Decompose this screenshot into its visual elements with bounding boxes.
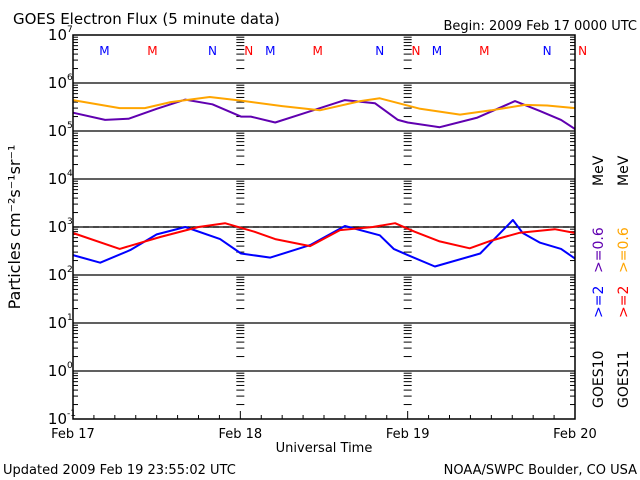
y-tick-exponent: 4 — [67, 169, 73, 179]
y-tick-label: 10 — [48, 266, 67, 284]
y-tick-label: 10 — [48, 26, 67, 44]
legend: GOES10 >=2 >=0.6 MeV GOES11 >=2 >=0.6 Me… — [591, 155, 632, 408]
y-tick-label: 10 — [48, 314, 67, 332]
y-tick-label: 10 — [48, 74, 67, 92]
series-line — [72, 222, 576, 250]
legend-goes10-ge06: >=0.6 — [591, 227, 607, 273]
mlt-marker: N — [578, 44, 587, 58]
legend-sat1: GOES10 — [591, 351, 607, 408]
begin-label: Begin: 2009 Feb 17 0000 UTC — [443, 19, 637, 34]
x-tick-label: Feb 20 — [553, 427, 597, 442]
legend-goes11-ge06: >=0.6 — [616, 227, 632, 273]
y-tick-exponent: 1 — [67, 313, 73, 323]
series-line — [72, 219, 576, 268]
x-tick-label: Feb 19 — [386, 427, 430, 442]
x-tick-labels: Feb 17 Feb 18 Feb 19 Feb 20 — [51, 427, 597, 442]
x-tick-label: Feb 17 — [51, 427, 95, 442]
legend-sat2: GOES11 — [616, 351, 632, 408]
y-axis-label: Particles cm⁻²s⁻¹sr⁻¹ — [5, 145, 24, 310]
mlt-marker: M — [432, 44, 442, 58]
grid — [73, 82, 575, 372]
y-tick-exponent: -1 — [67, 409, 76, 419]
y-tick-label: 10 — [48, 362, 67, 380]
y-tick-label: 10 — [48, 410, 67, 428]
x-tick-label: Feb 18 — [218, 427, 262, 442]
legend-goes11-ge2: >=2 — [616, 286, 632, 318]
y-tick-exponent: 5 — [67, 121, 73, 131]
series-line — [72, 98, 576, 130]
mlt-marker: M — [147, 44, 157, 58]
mlt-marker: M — [479, 44, 489, 58]
series-group — [72, 96, 576, 268]
y-tick-exponent: 3 — [67, 217, 73, 227]
y-tick-label: 10 — [48, 218, 67, 236]
y-tick-exponent: 7 — [67, 25, 73, 35]
legend-unit-1: MeV — [591, 155, 607, 186]
footer-updated: Updated 2009 Feb 19 23:55:02 UTC — [3, 463, 236, 478]
mlt-marker: N — [244, 44, 253, 58]
y-tick-exponent: 6 — [67, 73, 73, 83]
chart-title: GOES Electron Flux (5 minute data) — [13, 10, 280, 28]
y-tick-label: 10 — [48, 122, 67, 140]
mlt-marker: M — [265, 44, 275, 58]
series-line — [72, 96, 576, 116]
x-axis-label: Universal Time — [276, 441, 373, 456]
axis-ticks — [72, 36, 576, 419]
mlt-marker: M — [313, 44, 323, 58]
mlt-marker: M — [99, 44, 109, 58]
y-tick-exponent: 2 — [67, 265, 73, 275]
mlt-marker: N — [543, 44, 552, 58]
footer-source: NOAA/SWPC Boulder, CO USA — [444, 463, 637, 478]
mlt-marker: N — [208, 44, 217, 58]
mlt-marker: N — [375, 44, 384, 58]
mlt-marker: N — [412, 44, 421, 58]
y-tick-exponent: 0 — [67, 361, 73, 371]
legend-unit-2: MeV — [616, 155, 632, 186]
plot-frame — [72, 34, 576, 420]
legend-goes10-ge2: >=2 — [591, 286, 607, 318]
y-tick-label: 10 — [48, 170, 67, 188]
